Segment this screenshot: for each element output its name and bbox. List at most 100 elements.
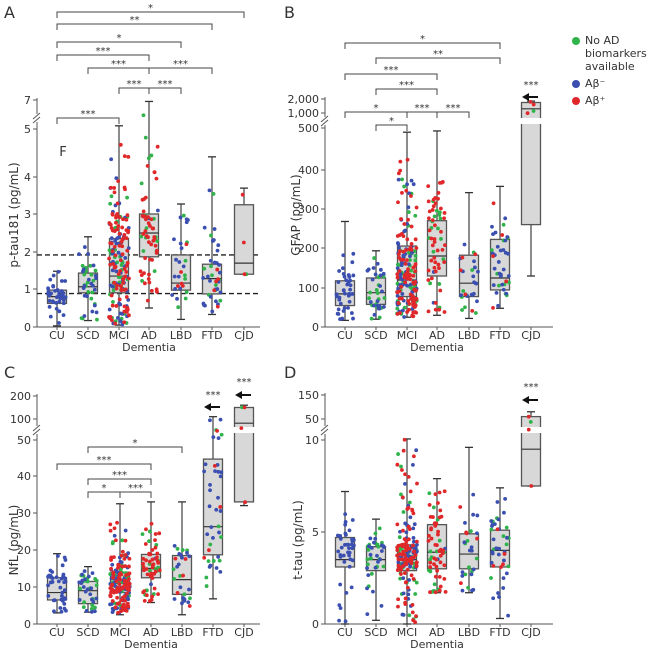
significance-bracket	[87, 478, 152, 485]
data-point-abeta_neg	[89, 610, 94, 614]
data-point-abeta_neg	[92, 303, 97, 308]
data-point-abeta_neg	[469, 545, 474, 550]
data-point-abeta_neg	[181, 264, 186, 269]
data-point-abeta_pos	[406, 505, 411, 510]
data-point-abeta_neg	[126, 551, 131, 555]
data-point-abeta_neg	[213, 299, 218, 304]
data-point-abeta_pos	[414, 539, 419, 544]
y-tick-label: 50	[17, 434, 31, 447]
data-point-abeta_pos	[242, 405, 247, 410]
x-tick-label: CJD	[234, 329, 253, 342]
significance-bracket	[375, 57, 501, 64]
data-point-abeta_neg	[77, 252, 81, 256]
data-point-abeta_neg	[375, 303, 380, 308]
axis-break-mark	[320, 115, 329, 123]
data-point-abeta_pos	[113, 253, 118, 258]
data-point-abeta_pos	[407, 272, 412, 277]
data-point-abeta_pos	[396, 543, 401, 548]
left-arrow-icon	[235, 391, 251, 399]
data-point-abeta_pos	[436, 501, 440, 505]
data-point-abeta_neg	[501, 576, 506, 580]
data-point-abeta_neg	[82, 245, 87, 249]
data-point-abeta_neg	[208, 563, 213, 568]
data-point-abeta_neg	[365, 612, 370, 617]
data-point-abeta_pos	[443, 243, 447, 247]
data-point-abeta_pos	[414, 246, 419, 250]
x-tick-label: MCI	[109, 329, 129, 342]
data-point-abeta_neg	[401, 591, 406, 596]
data-point-abeta_pos	[119, 598, 124, 603]
data-point-abeta_pos	[400, 190, 404, 195]
data-point-no_biomarker	[118, 275, 123, 280]
data-point-no_biomarker	[182, 592, 187, 597]
data-point-abeta_neg	[51, 284, 56, 289]
data-point-abeta_neg	[57, 299, 62, 304]
data-point-abeta_neg	[398, 272, 403, 276]
significance-bracket	[56, 41, 182, 48]
data-point-abeta_neg	[463, 521, 467, 525]
x-tick-label: FTD	[202, 626, 223, 639]
x-tick-label: CJD	[234, 626, 253, 639]
data-point-abeta_pos	[409, 194, 413, 198]
data-point-abeta_neg	[503, 238, 508, 243]
data-point-abeta_neg	[381, 544, 386, 549]
data-point-abeta_pos	[529, 484, 534, 488]
data-point-abeta_pos	[409, 224, 414, 229]
data-point-abeta_pos	[526, 414, 531, 419]
significance-label: *	[389, 116, 394, 127]
data-point-abeta_neg	[411, 526, 416, 531]
data-point-abeta_neg	[506, 613, 511, 618]
panel-label-A: A	[4, 3, 15, 22]
data-point-abeta_pos	[435, 543, 439, 548]
data-point-no_biomarker	[504, 525, 509, 530]
data-point-abeta_pos	[123, 594, 127, 599]
data-point-abeta_pos	[470, 308, 475, 313]
data-point-abeta_pos	[426, 278, 431, 282]
data-point-abeta_pos	[428, 565, 433, 569]
data-point-abeta_neg	[89, 586, 94, 591]
data-point-abeta_neg	[496, 591, 500, 595]
data-point-no_biomarker	[432, 214, 437, 219]
data-point-abeta_pos	[406, 299, 411, 303]
data-point-no_biomarker	[217, 558, 222, 563]
data-point-abeta_neg	[472, 259, 476, 264]
data-point-abeta_pos	[397, 256, 402, 260]
data-point-abeta_pos	[491, 254, 495, 259]
data-point-no_biomarker	[204, 575, 209, 580]
data-point-abeta_pos	[119, 287, 124, 291]
data-point-abeta_pos	[442, 260, 447, 264]
data-point-abeta_pos	[138, 269, 143, 274]
data-point-abeta_neg	[59, 609, 64, 614]
axis-break-mark	[32, 428, 41, 436]
data-point-abeta_neg	[173, 286, 178, 291]
data-point-abeta_pos	[430, 243, 435, 248]
data-point-abeta_pos	[426, 184, 431, 189]
data-point-abeta_pos	[144, 527, 148, 532]
data-point-abeta_pos	[118, 258, 123, 263]
data-point-abeta_pos	[127, 564, 131, 569]
data-point-abeta_neg	[47, 298, 52, 303]
data-point-abeta_pos	[122, 320, 127, 325]
data-point-abeta_pos	[109, 555, 114, 560]
data-point-no_biomarker	[431, 249, 436, 254]
data-point-no_biomarker	[463, 305, 467, 310]
data-point-abeta_pos	[403, 542, 408, 547]
data-point-abeta_pos	[120, 549, 125, 554]
data-point-abeta_neg	[62, 555, 67, 560]
data-point-abeta_neg	[411, 463, 415, 467]
data-point-abeta_pos	[429, 276, 434, 281]
data-point-abeta_neg	[499, 272, 503, 277]
data-point-abeta_pos	[414, 205, 419, 210]
y-tick-label: 1,000	[288, 107, 320, 120]
data-point-abeta_neg	[405, 222, 410, 226]
data-point-abeta_pos	[212, 463, 217, 468]
data-point-abeta_pos	[398, 159, 403, 164]
data-point-no_biomarker	[467, 565, 471, 570]
data-point-abeta_neg	[177, 552, 182, 556]
data-point-abeta_pos	[153, 538, 157, 543]
data-point-abeta_neg	[401, 576, 406, 581]
data-point-abeta_neg	[77, 598, 82, 602]
data-point-abeta_pos	[460, 255, 465, 260]
y-axis-label: NfL (pg/mL)	[7, 505, 21, 576]
data-point-abeta_neg	[373, 272, 378, 277]
